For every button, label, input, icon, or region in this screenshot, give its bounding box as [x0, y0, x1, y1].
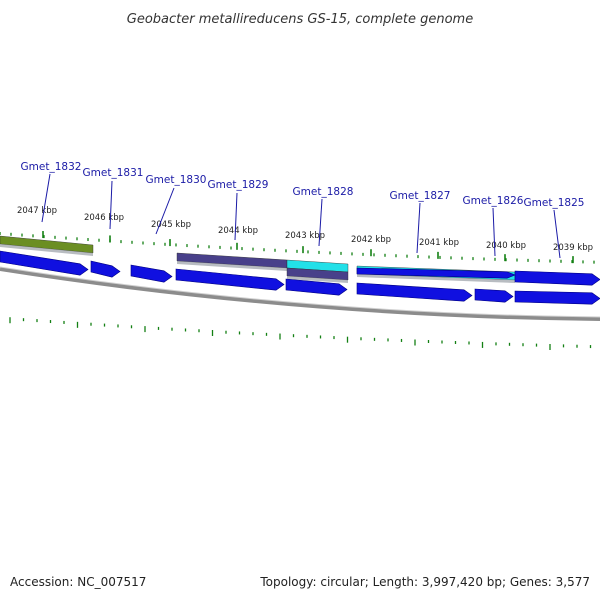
gene-arrow-1828 [285, 278, 348, 296]
accession-text: Accession: NC_007517 [10, 575, 146, 589]
kbp-label: 2046 kbp [84, 213, 124, 223]
gene-label: Gmet_1827 [390, 190, 451, 202]
leader-line [318, 198, 323, 247]
cog-band-olive-shadow [0, 244, 93, 256]
inner-tick-ring [9, 317, 592, 350]
leader-line [234, 192, 238, 241]
leader-line [492, 207, 496, 257]
gene-label: Gmet_1832 [21, 161, 82, 173]
gene-arrow-1827 [356, 282, 473, 302]
kbp-label: 2042 kbp [351, 235, 391, 245]
kbp-label: 2044 kbp [218, 226, 258, 236]
backbone-ring [0, 267, 600, 321]
leader-line [41, 173, 51, 223]
backbone [0, 266, 600, 321]
gene-arrow-1825 [514, 290, 600, 305]
leader-line [155, 187, 175, 235]
kbp-labels: 2047 kbp 2046 kbp 2045 kbp 2044 kbp 2043 kbp… [17, 206, 593, 253]
gene-track [0, 250, 600, 305]
kbp-label: 2045 kbp [151, 220, 191, 230]
gene-label: Gmet_1831 [83, 167, 144, 179]
gene-label: Gmet_1828 [293, 186, 354, 198]
kbp-label: 2043 kbp [285, 231, 325, 241]
kbp-label: 2047 kbp [17, 206, 57, 216]
backbone-highlight [0, 266, 600, 318]
genome-summary-text: Topology: circular; Length: 3,997,420 bp… [259, 575, 590, 589]
cog-band-slate-shadow [177, 261, 287, 271]
leader-line [109, 180, 113, 230]
map-title: Geobacter metallireducens GS-15, complet… [127, 12, 473, 27]
gene-label: Gmet_1830 [146, 174, 207, 186]
gene-arrow-1825-upper [514, 270, 600, 286]
gene-arrow-1831 [90, 260, 121, 278]
kbp-label: 2040 kbp [486, 241, 526, 251]
kbp-label: 2041 kbp [419, 238, 459, 248]
cog-band-slate-lower-shadow [287, 276, 348, 283]
gene-arrow-1826 [474, 288, 514, 303]
cog-band-cyan-long-shadow [357, 274, 515, 283]
gene-arrow-1827-upper [356, 267, 516, 279]
gene-arrow-1832 [0, 250, 89, 276]
gene-label: Gmet_1825 [524, 197, 585, 209]
gene-arrow-1829 [175, 268, 285, 291]
gene-label: Gmet_1829 [208, 179, 269, 191]
gene-label: Gmet_1826 [463, 195, 524, 207]
gene-arrow-1830 [130, 264, 173, 283]
outer-tick-ring [0, 231, 595, 264]
leader-line [553, 209, 561, 259]
kbp-label: 2039 kbp [553, 243, 593, 253]
leader-line [416, 202, 421, 254]
